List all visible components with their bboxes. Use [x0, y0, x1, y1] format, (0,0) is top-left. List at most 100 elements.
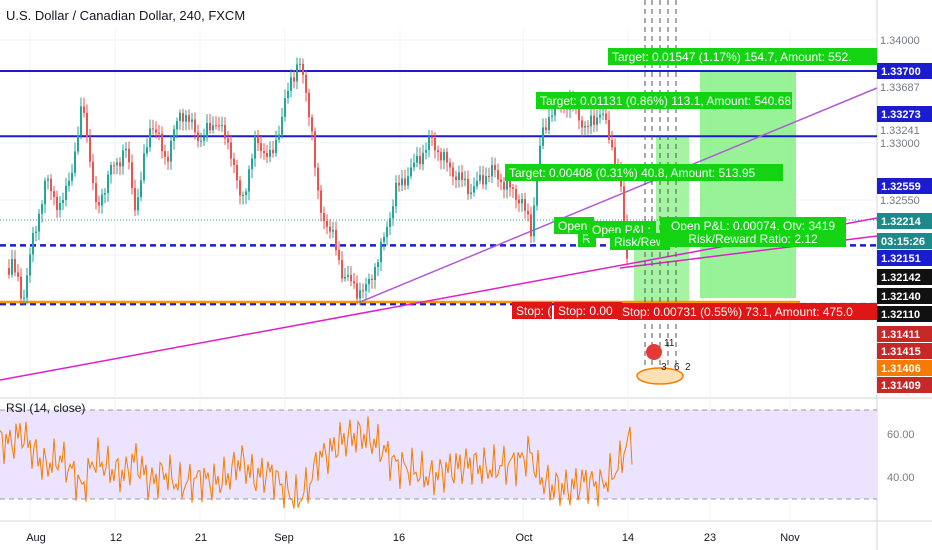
candle-body: [515, 188, 517, 200]
candle-body: [209, 123, 211, 131]
candle-body: [251, 158, 253, 170]
candle-body: [332, 229, 334, 232]
candle-body: [227, 138, 229, 143]
candle-body: [128, 148, 130, 163]
price-badge-text: 1.32110: [881, 309, 920, 321]
candle-body: [122, 150, 124, 167]
candle-body: [512, 187, 514, 189]
position-labels: Target: 0.01547 (1.17%) 154.7, Amount: 5…: [505, 48, 877, 385]
candle-body: [356, 283, 358, 299]
candle-body: [326, 221, 328, 227]
candle-body: [56, 196, 58, 211]
candle-body: [41, 204, 43, 214]
candle-body: [443, 151, 445, 161]
rsi-line: [0, 416, 633, 509]
candle-body: [260, 143, 262, 151]
candle-body: [545, 127, 547, 130]
candle-body: [155, 129, 157, 133]
x-tick-label: 12: [110, 532, 122, 544]
position-label: Stop: 0.00731 (0.55%) 73.1, Amount: 475.…: [622, 305, 853, 319]
candle-body: [29, 254, 31, 276]
price-badge: [877, 233, 932, 249]
price-badge-text: 1.31411: [881, 329, 920, 341]
candle-body: [386, 226, 388, 238]
y-tick-label: 1.32550: [880, 195, 920, 207]
candle-body: [623, 186, 625, 222]
x-tick-label: 21: [195, 532, 207, 544]
price-badge-text: 1.33273: [881, 109, 921, 121]
candle-body: [338, 250, 340, 261]
position-label: Risk/Rew: [614, 235, 665, 249]
candle-body: [599, 114, 601, 118]
candle-body: [455, 176, 457, 180]
event-count: 3: [661, 362, 667, 373]
candle-body: [449, 162, 451, 168]
candle-body: [476, 180, 478, 187]
candle-body: [500, 179, 502, 182]
candle-body: [437, 150, 439, 153]
candle-body: [548, 116, 550, 130]
candle-body: [602, 113, 604, 115]
candle-body: [263, 150, 265, 153]
candle-body: [584, 125, 586, 128]
candle-body: [458, 172, 460, 180]
candle-body: [404, 178, 406, 186]
candle-body: [116, 162, 118, 166]
position-label: Risk/Reward Ratio: 2.12: [688, 232, 818, 246]
candle-body: [248, 169, 250, 192]
position-label-box: [608, 48, 877, 65]
candle-body: [14, 259, 16, 273]
position-label: Open P&L: 0.00074, Qty: 3419: [671, 219, 835, 233]
candle-body: [461, 172, 463, 180]
event-count: 6: [674, 362, 680, 373]
candle-body: [68, 180, 70, 186]
candle-body: [377, 262, 379, 268]
candle-body: [605, 113, 607, 120]
candle-body: [200, 140, 202, 142]
candle-body: [389, 218, 391, 227]
price-badge-text: 1.32140: [881, 291, 921, 303]
candle-body: [293, 77, 295, 82]
candle-body: [236, 164, 238, 181]
candle-body: [89, 137, 91, 162]
position-label-box: [610, 233, 670, 250]
candle-body: [434, 137, 436, 151]
candle-body: [167, 156, 169, 162]
candle-body: [593, 115, 595, 125]
candles: [8, 57, 628, 306]
candle-body: [614, 147, 616, 168]
position-label-box: [512, 302, 552, 319]
price-badge: [877, 250, 932, 266]
candle-body: [77, 135, 79, 152]
candle-body: [410, 167, 412, 177]
event-count: 2: [685, 362, 691, 373]
candle-body: [392, 206, 394, 219]
candle-body: [185, 115, 187, 122]
candle-body: [383, 237, 385, 242]
candle-body: [533, 205, 535, 237]
y-tick-label: 1.34000: [880, 35, 920, 47]
candle-body: [335, 229, 337, 251]
rsi-pane: [0, 409, 877, 509]
price-badge: [877, 306, 932, 322]
candle-body: [590, 115, 592, 127]
position-label: Stop: 0.00: [558, 304, 613, 318]
candle-body: [425, 150, 427, 153]
candle-body: [281, 116, 283, 135]
candle-body: [587, 125, 589, 127]
candle-body: [215, 125, 217, 127]
candle-body: [494, 164, 496, 171]
candle-body: [35, 231, 37, 234]
position-label: Target: 0.01131 (0.86%) 113.1, Amount: 5…: [540, 94, 791, 108]
candle-body: [467, 178, 469, 195]
price-badge-text: 1.32151: [881, 253, 921, 265]
candle-body: [257, 136, 259, 144]
position-label: Target: 0.00408 (0.31%) 40.8, Amount: 51…: [509, 166, 755, 180]
event-marker-flag: [646, 344, 662, 360]
candle-body: [20, 276, 22, 299]
candle-body: [98, 202, 100, 206]
position-label: Stop: (: [516, 304, 551, 318]
